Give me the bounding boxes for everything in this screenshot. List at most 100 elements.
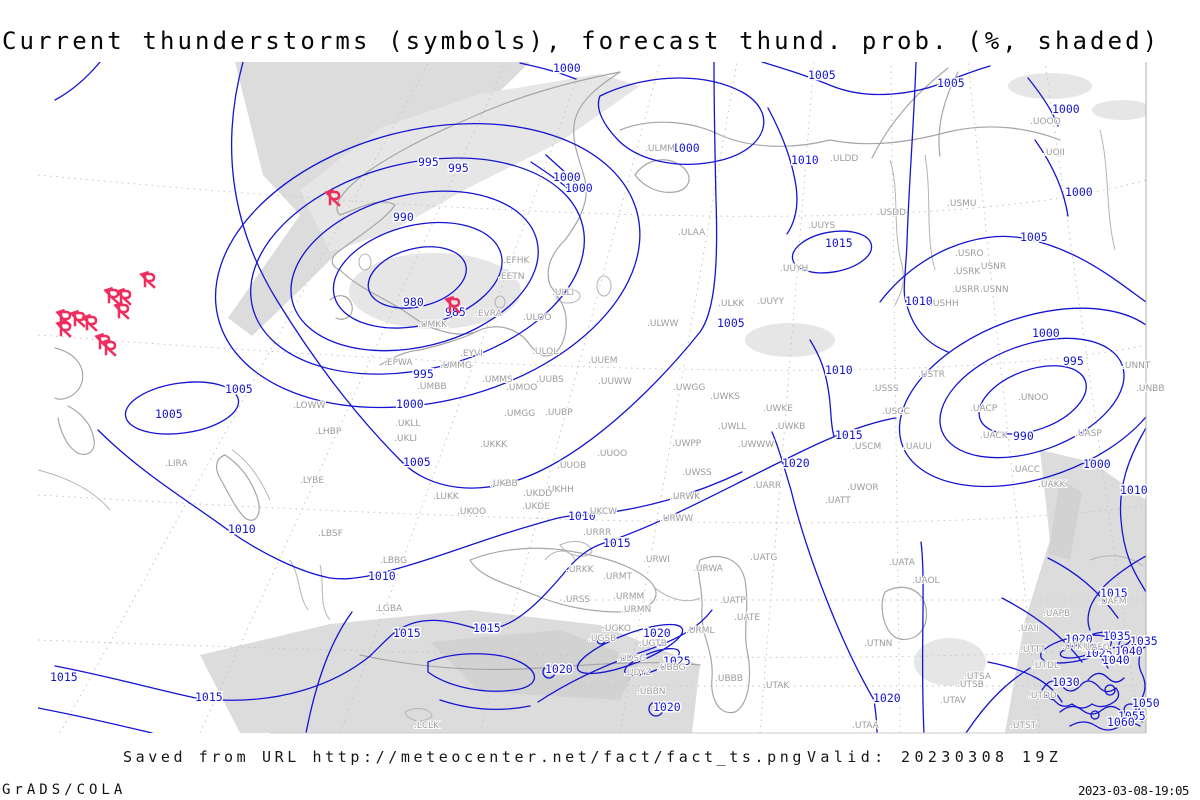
contour-label: 1010 [905,294,933,308]
station-label: .UNOO [1018,393,1048,403]
station-label: .UAKK [1038,480,1067,490]
station-label: .UGTB [639,639,667,649]
station-label: .UGKO [602,624,631,634]
contour-label: 1000 [565,181,593,195]
station-label: .URML [686,626,714,636]
station-label: .LYBE [300,476,324,486]
station-label: .LOWW [293,401,326,411]
station-label: .UACC [1012,465,1040,475]
station-label: .USRK [953,267,981,277]
station-label: .ULMM [645,144,675,154]
contour-label: 1010 [791,153,819,167]
station-label: .USRR [952,285,980,295]
station-label: .UMMS [482,375,513,385]
station-label: .UMKK [418,320,448,330]
contour-label: 1000 [553,61,581,75]
station-label: .UTST [1010,721,1037,731]
contour-label: 1005 [155,407,183,421]
station-label: .UWSS [682,468,712,478]
station-label: .LUKK [433,492,460,502]
station-label: .UATA [889,558,916,568]
station-label: .UUBS [536,375,564,385]
station-label: .UNNT [1122,361,1151,371]
station-label: .UARR [753,481,781,491]
station-label: .UAII [1018,624,1039,634]
contour-label: 990 [393,210,414,224]
station-label: .UAPB [1043,609,1070,619]
contour-label: 1020 [1065,632,1093,646]
contour-label: 1025 [663,654,691,668]
station-label: .USHH [930,299,959,309]
station-label: .UUOB [557,461,586,471]
contour-label: 1040 [1115,644,1143,658]
contour-label: 1030 [1052,675,1080,689]
contour-label: 1005 [1020,230,1048,244]
station-label: .UKOO [457,507,486,517]
contour-label: 1015 [835,428,863,442]
station-label: .UUWW [598,377,632,387]
station-label: .UWKE [763,404,793,414]
station-label: .UWKS [710,392,740,402]
station-label: .USNN [980,285,1009,295]
contour-label: 1000 [1032,326,1060,340]
station-label: .URWW [660,514,693,524]
station-label: .UTKN [1062,642,1090,652]
contour-label: 1040 [1102,653,1130,667]
station-label: .UUYH [780,264,808,274]
contour-label: 1005 [403,455,431,469]
station-label: .URRR [583,528,611,538]
thunderstorm-symbol-icon [115,287,132,306]
station-label: .UKLI [394,434,417,444]
station-label: .UUYS [808,221,836,231]
contour-label: 995 [413,367,434,381]
station-label: .UWWW [738,440,774,450]
station-label: .EPWA [384,358,413,368]
station-label: .UATE [734,613,760,623]
coastlines [38,67,1144,722]
station-label: .URKK [566,565,595,575]
contour-label: 1020 [643,626,671,640]
map-title: Current thunderstorms (symbols), forecas… [2,27,1161,55]
generation-timestamp: 2023-03-08-19:05 [1078,783,1189,798]
station-label: .UMGG [504,409,535,419]
station-label: .USCC [882,407,910,417]
station-label: .UUYY [757,297,785,307]
thunderstorm-symbol-icon [324,188,341,207]
contour-label: 1010 [228,522,256,536]
station-label: .UBBB [715,674,743,684]
station-label: .UBBN [637,687,666,697]
contour-label: 1005 [808,68,836,82]
station-label: .USRO [955,249,984,259]
station-label: .UKKK [480,440,508,450]
thunderstorm-symbol-icon [55,319,72,338]
station-label: .UOII [1043,148,1065,158]
station-label: .UMBB [417,382,447,392]
latlon-grid [38,62,1146,733]
station-label: .UAOL [912,576,940,586]
station-label: .UUOO [597,449,627,459]
station-label: .LHBP [315,427,342,437]
contour-label: 1015 [473,621,501,635]
station-label: .EVRA [475,309,503,319]
station-label: .UAFO [1082,643,1110,653]
valid-time-text: Valid: 20230308 19Z [807,748,1063,766]
station-label: .URWK [670,492,701,502]
station-label: .URSS [563,595,590,605]
station-label: .UACP [970,404,998,414]
station-label: .UWGG [673,383,705,393]
station-label: .ULAA [678,228,706,238]
station-label: .USCM [852,442,881,452]
saved-url-text: Saved from URL http://meteocenter.net/fa… [123,748,806,766]
station-label: .URMT [603,572,632,582]
contour-label: 1000 [1083,457,1111,471]
contour-label: 1000 [396,397,424,411]
contour-label: 1020 [873,691,901,705]
station-label: .UUEM [588,356,618,366]
station-label: .UATP [720,596,746,606]
station-label: .UWOR [847,483,879,493]
station-label: .USTR [918,370,945,380]
contour-label: 1020 [545,662,573,676]
station-label: .UKBB [490,479,518,489]
station-label: .UWPP [672,439,702,449]
